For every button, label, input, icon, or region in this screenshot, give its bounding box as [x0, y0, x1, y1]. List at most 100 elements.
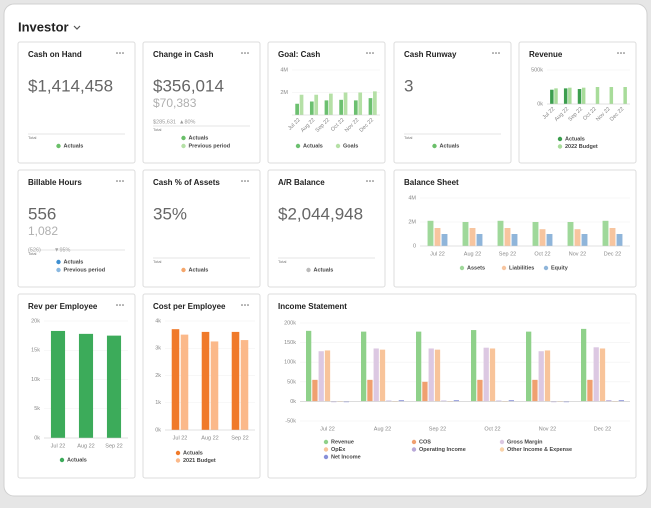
legend-label: Previous period: [64, 267, 106, 273]
y-tick-label: 4k: [155, 318, 161, 324]
kpi-value: 556: [28, 204, 56, 223]
legend-label: Liabilities: [509, 265, 534, 271]
legend-swatch: [56, 267, 61, 273]
legend-label: Actuals: [64, 259, 84, 265]
menu-dot[interactable]: [116, 304, 118, 306]
menu-dot[interactable]: [247, 52, 249, 54]
menu-dot[interactable]: [241, 180, 243, 182]
card-title: A/R Balance: [278, 178, 325, 187]
card-title: Balance Sheet: [404, 178, 459, 187]
menu-dot[interactable]: [116, 180, 118, 182]
menu-dot[interactable]: [122, 304, 124, 306]
menu-dot[interactable]: [119, 52, 121, 54]
legend-swatch: [459, 265, 465, 271]
x-tick-label: Nov 22: [539, 426, 556, 432]
bar: [532, 222, 539, 246]
legend-swatch: [501, 265, 507, 271]
legend-swatch: [411, 447, 417, 452]
legend-label: Net Income: [331, 454, 361, 460]
card-title: Cash Runway: [404, 50, 457, 59]
menu-dot[interactable]: [369, 52, 371, 54]
legend-swatch: [181, 135, 186, 141]
kpi-delta: ▼95%: [54, 247, 71, 253]
legend-swatch: [499, 447, 505, 452]
menu-dot[interactable]: [620, 52, 622, 54]
legend-label: Actuals: [565, 136, 585, 142]
menu-dot[interactable]: [241, 304, 243, 306]
menu-dot[interactable]: [492, 52, 494, 54]
bar: [392, 401, 398, 402]
menu-dot[interactable]: [122, 52, 124, 54]
menu-dot[interactable]: [244, 304, 246, 306]
card-title: Change in Cash: [153, 50, 214, 59]
y-tick-label: 5k: [34, 406, 40, 412]
bar: [554, 88, 558, 104]
menu-dot[interactable]: [498, 52, 500, 54]
y-tick-label: 2M: [280, 90, 288, 96]
menu-dot[interactable]: [122, 180, 124, 182]
legend-label: Actuals: [189, 267, 209, 273]
legend-swatch: [411, 439, 417, 445]
menu-dot[interactable]: [247, 180, 249, 182]
bar: [427, 220, 434, 246]
bar: [434, 349, 441, 402]
menu-dot[interactable]: [244, 52, 246, 54]
bar: [78, 333, 94, 438]
card: [393, 169, 637, 288]
y-tick-label: 2M: [408, 219, 416, 225]
y-tick-label: 3k: [155, 346, 161, 352]
bar: [616, 234, 623, 246]
menu-dot[interactable]: [244, 180, 246, 182]
bar: [563, 88, 568, 104]
x-tick-label: Sep 22: [429, 426, 446, 432]
y-tick-label: 0k: [155, 427, 161, 433]
x-tick-label: Oct 22: [484, 426, 500, 432]
menu-dot[interactable]: [366, 52, 368, 54]
menu-dot[interactable]: [372, 52, 374, 54]
bar: [367, 379, 373, 402]
bar: [50, 330, 66, 438]
card: [142, 41, 261, 164]
menu-dot[interactable]: [372, 180, 374, 182]
menu-dot[interactable]: [623, 52, 625, 54]
bar: [434, 228, 441, 246]
x-tick-label: Dec 22: [594, 426, 611, 432]
menu-dot[interactable]: [369, 180, 371, 182]
dashboard-title: Investor: [18, 19, 69, 34]
legend-label: Actuals: [314, 267, 334, 273]
legend-swatch: [557, 136, 563, 142]
bar: [339, 99, 343, 115]
bar: [447, 401, 453, 402]
legend-label: Other Income & Expense: [507, 447, 572, 453]
menu-dot[interactable]: [366, 180, 368, 182]
menu-dot[interactable]: [247, 304, 249, 306]
bar: [343, 92, 348, 115]
kpi-value: 3: [404, 76, 413, 95]
bar: [240, 340, 249, 430]
menu-dot[interactable]: [116, 52, 118, 54]
bar: [416, 331, 422, 402]
bar: [312, 379, 318, 402]
y-tick-label: 150k: [284, 340, 296, 346]
bar: [295, 103, 299, 115]
menu-dot[interactable]: [495, 52, 497, 54]
kpi-secondary: $70,383: [153, 96, 197, 110]
bar: [599, 348, 606, 402]
menu-dot[interactable]: [617, 52, 619, 54]
menu-dot[interactable]: [119, 180, 121, 182]
y-tick-label: -50k: [285, 418, 296, 424]
bar: [337, 401, 343, 402]
kpi-value: $1,414,458: [28, 76, 113, 95]
y-tick-label: 0: [413, 243, 416, 249]
menu-dot[interactable]: [241, 52, 243, 54]
bar: [180, 334, 189, 430]
menu-dot[interactable]: [119, 304, 121, 306]
dropdown-chevron[interactable]: [73, 25, 81, 30]
card: [17, 41, 136, 164]
card: [518, 41, 637, 164]
x-tick-label: Nov 22: [569, 251, 586, 257]
bar: [612, 401, 618, 402]
card: [17, 169, 136, 288]
bar: [441, 400, 447, 402]
